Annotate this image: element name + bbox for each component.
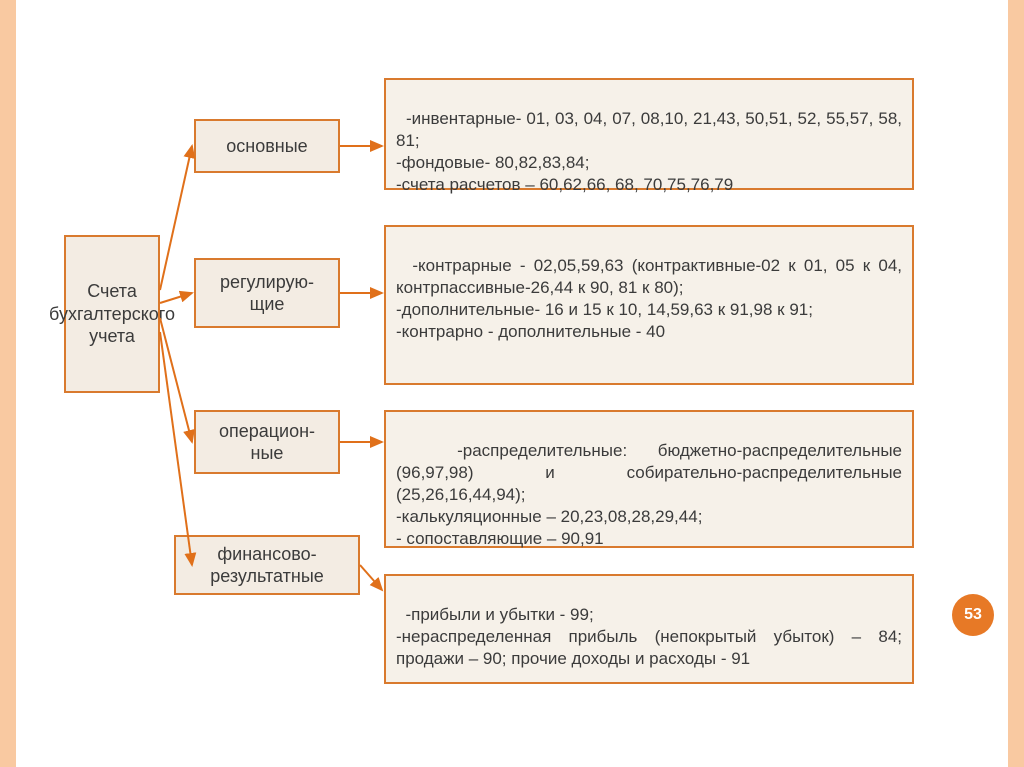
detail-text: -инвентарные- 01, 03, 04, 07, 08,10, 21,… [396,109,907,194]
page-number-badge: 53 [952,594,994,636]
category-node-1: регулирую-щие [194,258,340,328]
category-node-0: основные [194,119,340,173]
category-node-2: операцион-ные [194,410,340,474]
detail-node-2: -распределительные: бюджетно-распределит… [384,410,914,548]
category-node-3: финансово-результатные [174,535,360,595]
detail-text: -контрарные - 02,05,59,63 (контрактивные… [396,256,907,341]
detail-node-3: -прибыли и убытки - 99; -нераспределенна… [384,574,914,684]
category-label: основные [226,135,307,158]
detail-node-0: -инвентарные- 01, 03, 04, 07, 08,10, 21,… [384,78,914,190]
category-label: регулирую-щие [206,271,328,316]
detail-text: -распределительные: бюджетно-распределит… [396,441,907,548]
category-label: финансово-результатные [186,543,348,588]
root-node: Счета бухгалтерского учета [64,235,160,393]
detail-node-1: -контрарные - 02,05,59,63 (контрактивные… [384,225,914,385]
detail-text: -прибыли и убытки - 99; -нераспределенна… [396,605,907,668]
category-label: операцион-ные [206,420,328,465]
root-label: Счета бухгалтерского учета [49,280,175,348]
page-number: 53 [964,606,982,624]
